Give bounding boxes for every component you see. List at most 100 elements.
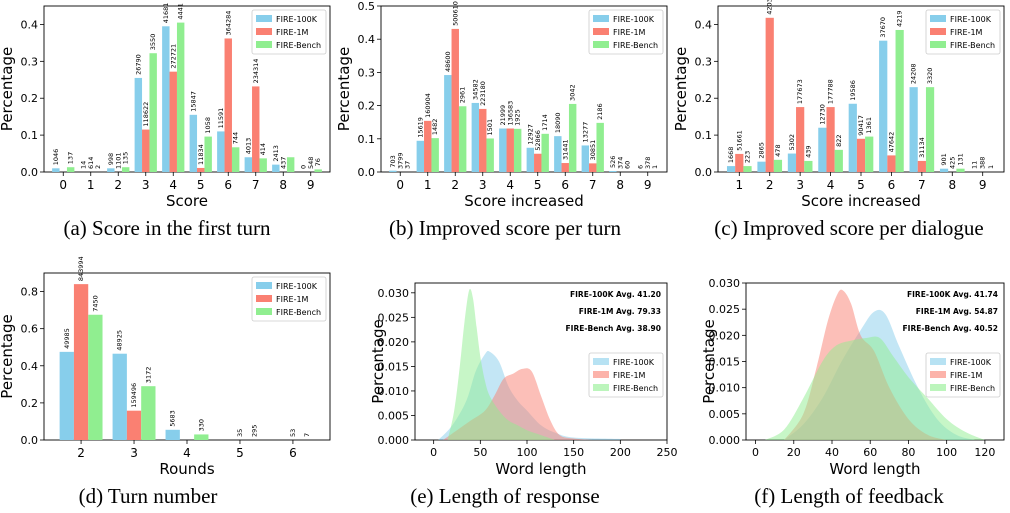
- caption-f: (f) Length of feedback: [754, 484, 944, 508]
- bar-fire-100k: [112, 353, 127, 440]
- data-label: 3799: [396, 152, 404, 169]
- data-label: 548: [307, 157, 315, 169]
- y-tick-label: 0.1: [21, 129, 39, 142]
- y-tick-label: 0.005: [378, 409, 410, 422]
- bar-fire-1m: [917, 160, 926, 172]
- data-label: 843994: [77, 256, 85, 281]
- data-label: 48925: [116, 330, 124, 351]
- data-label: 439: [804, 146, 812, 158]
- data-label: 614: [87, 157, 95, 169]
- legend-label: FIRE-1M: [950, 371, 983, 380]
- bar-fire-bench: [431, 138, 439, 172]
- legend-swatch: [593, 15, 609, 22]
- y-axis-label: Percentage: [335, 47, 353, 131]
- x-tick-label: 200: [610, 446, 631, 459]
- data-label: 177788: [827, 79, 835, 104]
- x-tick-label: 6: [561, 178, 569, 192]
- bar-fire-100k: [909, 87, 918, 172]
- data-label: 295: [250, 425, 258, 437]
- legend-swatch: [256, 282, 272, 289]
- data-label: 998: [107, 153, 115, 165]
- data-label: 4441: [177, 3, 185, 20]
- data-label: 47642: [887, 132, 895, 153]
- x-tick-label: 4: [827, 178, 835, 192]
- data-label: 35: [236, 429, 244, 437]
- bar-fire-bench: [286, 157, 295, 172]
- y-tick-label: 0.2: [695, 92, 713, 105]
- legend-label: FIRE-100K: [950, 358, 992, 367]
- data-label: 90417: [857, 115, 865, 136]
- data-label: 234314: [252, 59, 260, 84]
- x-tick-label: 6: [289, 446, 297, 460]
- x-tick-label: 50: [473, 446, 487, 459]
- bar-fire-100k: [757, 161, 766, 172]
- data-label: 11: [970, 161, 978, 169]
- bar-fire-bench: [865, 136, 874, 172]
- y-tick-label: 0.005: [709, 408, 741, 421]
- legend-swatch: [930, 371, 946, 378]
- x-tick-label: 60: [863, 446, 877, 459]
- bar-fire-100k: [416, 140, 425, 172]
- data-label: 1482: [431, 119, 439, 136]
- data-label: 159496: [130, 383, 138, 408]
- x-tick-label: 9: [644, 178, 652, 192]
- x-tick-label: 5: [197, 178, 205, 192]
- data-label: 1: [651, 165, 659, 169]
- y-axis-label: Percentage: [0, 47, 16, 131]
- bar-fire-bench: [834, 149, 843, 172]
- x-tick-label: 6: [888, 178, 896, 192]
- x-tick-label: 150: [563, 446, 584, 459]
- x-axis-label: Score: [166, 192, 208, 210]
- legend-swatch: [256, 15, 272, 22]
- legend-swatch: [256, 41, 272, 48]
- bar-fire-1m: [197, 167, 205, 172]
- data-label: 15847: [189, 91, 197, 112]
- bar-fire-100k: [52, 168, 60, 172]
- plot-frame: [380, 5, 668, 173]
- data-label: 4013: [244, 138, 252, 155]
- bar-fire-1m: [169, 71, 177, 172]
- data-label: 3042: [569, 84, 577, 101]
- bar-fire-bench: [259, 158, 267, 172]
- data-label: 15619: [416, 117, 424, 138]
- bar-fire-100k: [848, 103, 857, 172]
- avg-annotation: FIRE-1M Avg. 79.33: [579, 307, 661, 316]
- x-tick-label: 6: [224, 178, 232, 192]
- data-label: 2413: [272, 145, 280, 162]
- data-label: 37670: [879, 17, 887, 38]
- legend-label: FIRE-100K: [950, 15, 992, 24]
- x-tick-label: 0: [396, 178, 404, 192]
- legend-swatch: [593, 28, 609, 35]
- bar-fire-1m: [451, 28, 459, 172]
- y-tick-label: 0.025: [709, 303, 741, 316]
- data-label: 364284: [224, 11, 232, 36]
- x-tick-label: 250: [657, 446, 678, 459]
- y-tick-label: 0.010: [378, 385, 410, 398]
- data-label: 2186: [596, 103, 604, 120]
- x-tick-label: 4: [169, 178, 177, 192]
- bar-fire-1m: [73, 284, 89, 440]
- bar-fire-1m: [561, 163, 569, 172]
- bar-fire-100k: [879, 40, 888, 173]
- data-label: 425: [948, 157, 956, 169]
- data-label: 7450: [91, 295, 99, 312]
- bar-fire-1m: [252, 86, 260, 172]
- data-label: 5302: [788, 134, 796, 151]
- bar-fire-bench: [513, 128, 522, 172]
- data-label: 1058: [204, 117, 212, 134]
- data-label: 822: [835, 134, 843, 146]
- avg-annotation: FIRE-100K Avg. 41.74: [907, 290, 998, 299]
- data-label: 12927: [526, 124, 534, 145]
- data-label: 18090: [554, 112, 562, 133]
- data-label: 1501: [486, 119, 494, 136]
- x-tick-label: 8: [616, 178, 624, 192]
- y-tick-label: 0.0: [695, 166, 713, 179]
- y-axis-label: Percentage: [0, 314, 16, 398]
- x-tick-label: 1: [87, 178, 95, 192]
- x-tick-label: 3: [796, 178, 804, 192]
- bar-fire-1m: [224, 38, 232, 173]
- legend-label: FIRE-100K: [276, 282, 318, 291]
- bar-fire-bench: [149, 53, 157, 173]
- x-tick-label: 9: [307, 178, 315, 192]
- chart-d: 0.0 0.2 0.4 0.6 0.8 Percentage Rounds 2 49985 843…: [0, 256, 331, 478]
